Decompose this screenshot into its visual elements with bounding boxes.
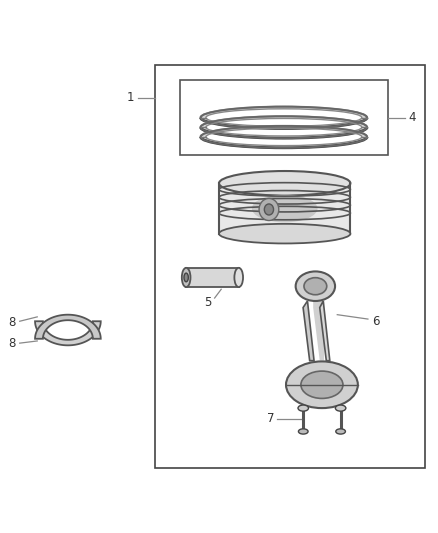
Ellipse shape bbox=[296, 271, 335, 301]
Bar bbox=[155, 65, 425, 468]
Bar bbox=[186, 268, 239, 287]
Ellipse shape bbox=[182, 268, 191, 287]
Bar bbox=[219, 183, 350, 233]
Ellipse shape bbox=[259, 198, 279, 221]
Bar bbox=[180, 80, 388, 155]
Polygon shape bbox=[201, 126, 367, 148]
Ellipse shape bbox=[286, 361, 358, 408]
Text: 4: 4 bbox=[409, 111, 417, 124]
Polygon shape bbox=[303, 301, 314, 361]
Ellipse shape bbox=[304, 278, 327, 295]
Polygon shape bbox=[35, 314, 101, 339]
Ellipse shape bbox=[234, 268, 243, 287]
Ellipse shape bbox=[265, 204, 273, 215]
Polygon shape bbox=[201, 116, 367, 138]
Ellipse shape bbox=[219, 224, 350, 244]
Ellipse shape bbox=[252, 195, 318, 222]
Polygon shape bbox=[320, 301, 330, 361]
Text: 8: 8 bbox=[9, 316, 16, 329]
Text: 5: 5 bbox=[205, 296, 212, 309]
Text: 6: 6 bbox=[372, 315, 380, 328]
Text: 8: 8 bbox=[9, 337, 16, 350]
Ellipse shape bbox=[301, 371, 343, 399]
Polygon shape bbox=[313, 301, 324, 361]
Ellipse shape bbox=[219, 171, 350, 196]
Polygon shape bbox=[35, 321, 101, 345]
Ellipse shape bbox=[298, 429, 308, 434]
Text: 1: 1 bbox=[127, 91, 134, 104]
Ellipse shape bbox=[336, 405, 346, 411]
Ellipse shape bbox=[336, 429, 346, 434]
Ellipse shape bbox=[184, 273, 188, 282]
Polygon shape bbox=[201, 107, 367, 128]
Ellipse shape bbox=[298, 405, 308, 411]
Text: 7: 7 bbox=[267, 413, 274, 425]
